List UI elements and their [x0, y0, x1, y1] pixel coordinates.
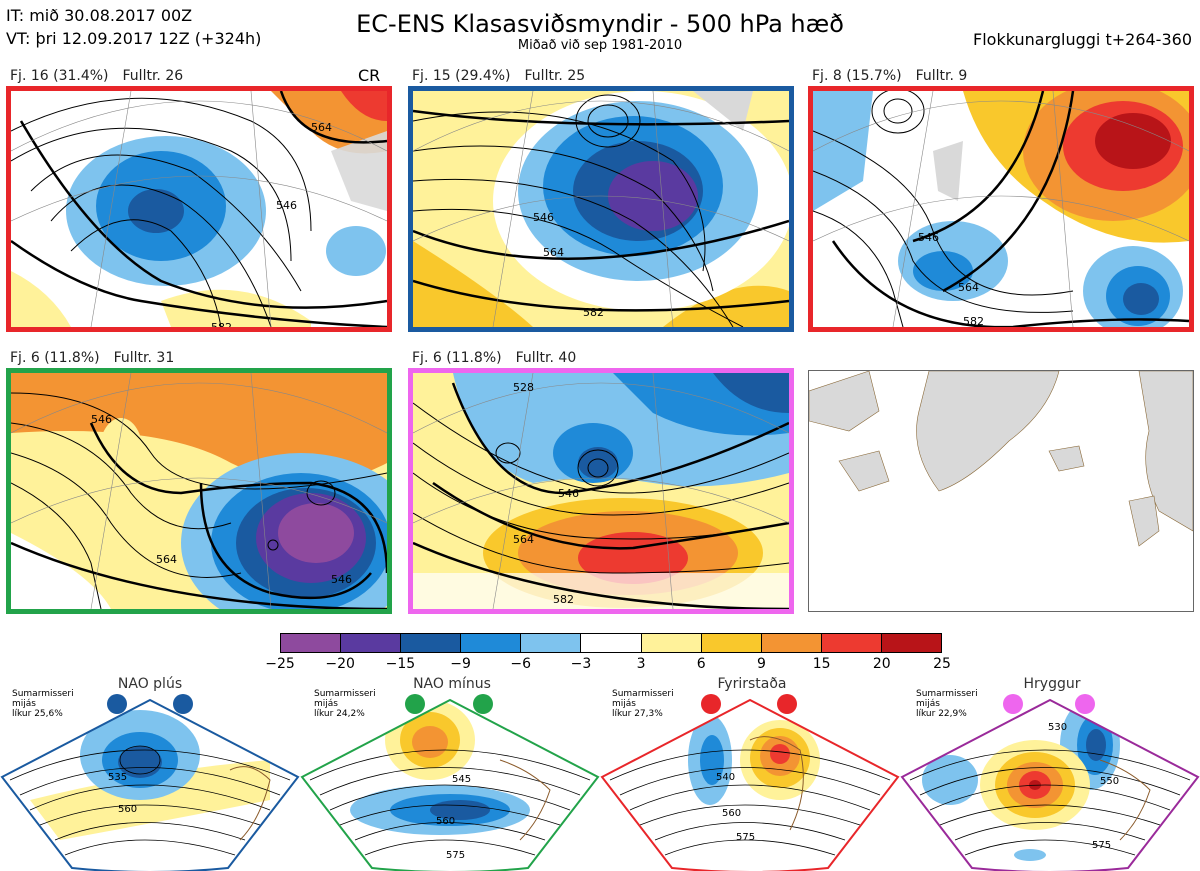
regime-4-dot-right — [1075, 694, 1095, 714]
cluster-map-4: 546 564 546 — [6, 368, 392, 614]
colorbar-swatch — [581, 634, 642, 652]
contour-label: 564 — [513, 533, 534, 546]
regime-1-map: 535 560 — [0, 698, 300, 871]
colorbar-swatch — [401, 634, 462, 652]
panel-1-tag: CR — [358, 66, 381, 85]
contour-label: 528 — [513, 381, 534, 394]
colorbar-tick-label: −9 — [450, 656, 471, 672]
panel-1-label: Fj. 16 (31.4%) Fulltr. 26 — [10, 68, 197, 84]
contour-label: 582 — [963, 315, 984, 327]
regime-2-map: 545 560 575 — [300, 698, 600, 871]
contour-label: 575 — [736, 832, 755, 843]
panel-5-member: Fulltr. 40 — [515, 350, 577, 366]
contour-label: 582 — [553, 593, 574, 606]
panel-3-member: Fulltr. 9 — [915, 68, 968, 84]
valid-time: VT: þri 12.09.2017 12Z (+324h) — [6, 29, 262, 48]
panel-3-label: Fj. 8 (15.7%) Fulltr. 9 — [812, 68, 981, 84]
contour-label: 535 — [108, 772, 127, 783]
colorbar-tick-label: 3 — [636, 656, 646, 672]
regime-1-dot-right — [173, 694, 193, 714]
page-subtitle: Miðað við sep 1981-2010 — [517, 38, 683, 53]
colorbar-swatch — [881, 634, 942, 652]
regime-2-dot-right — [473, 694, 493, 714]
contour-label: 546 — [558, 487, 579, 500]
contour-label: 564 — [311, 121, 332, 134]
cluster-map-1: 546 564 582 — [6, 86, 392, 332]
panel-4-member: Fulltr. 31 — [113, 350, 175, 366]
cluster-map-5: 546 564 582 528 — [408, 368, 794, 614]
contour-label: 575 — [1092, 840, 1111, 851]
regime-2-dot-left — [405, 694, 425, 714]
colorbar-swatch — [821, 634, 882, 652]
colorbar-tick-label: 9 — [756, 656, 766, 672]
panel-1-member: Fulltr. 26 — [122, 68, 184, 84]
regime-4-info: Sumarmisseri mijás líkur 22,9% — [916, 689, 978, 719]
contour-label: 545 — [452, 774, 471, 785]
regime-2-info: Sumarmisseri mijás líkur 24,2% — [314, 689, 376, 719]
colorbar-tick-label: −25 — [265, 656, 295, 672]
contour-label: 540 — [716, 772, 735, 783]
colorbar-swatch — [341, 634, 402, 652]
contour-label: 564 — [543, 246, 564, 259]
contour-label: 564 — [156, 553, 177, 566]
contour-label: 530 — [1048, 722, 1067, 733]
regime-4-dot-left — [1003, 694, 1023, 714]
colorbar-swatch — [701, 634, 762, 652]
colorbar-swatch — [281, 634, 342, 652]
colorbar-tick-label: −3 — [570, 656, 592, 672]
panel-5-label: Fj. 6 (11.8%) Fulltr. 40 — [412, 350, 590, 366]
regime-4-map: 530 550 575 — [900, 698, 1200, 871]
blank-reference-map — [808, 370, 1194, 612]
panel-2-cluster: Fj. 15 (29.4%) — [412, 68, 511, 84]
colorbar-swatch — [641, 634, 702, 652]
cluster-map-3: 546 564 582 — [808, 86, 1194, 332]
panel-4-cluster: Fj. 6 (11.8%) — [10, 350, 100, 366]
colorbar-tick-label: −20 — [325, 656, 355, 672]
contour-label: 546 — [533, 211, 554, 224]
regime-3-dot-left — [701, 694, 721, 714]
header-dates: IT: mið 30.08.2017 00Z VT: þri 12.09.201… — [6, 4, 261, 50]
cluster-map-2: 546 564 582 — [408, 86, 794, 332]
contour-label: 546 — [331, 573, 352, 586]
colorbar-tick-label: 20 — [872, 656, 891, 672]
regime-3-info: Sumarmisseri mijás líkur 27,3% — [612, 689, 674, 719]
contour-label: 575 — [446, 850, 465, 861]
colorbar-swatch — [461, 634, 522, 652]
regime-3-dot-right — [777, 694, 797, 714]
contour-label: 546 — [276, 199, 297, 212]
colorbar-swatch — [521, 634, 582, 652]
panel-1-cluster: Fj. 16 (31.4%) — [10, 68, 109, 84]
colorbar — [280, 633, 942, 653]
regime-3-title: Fyrirstaða — [717, 676, 787, 692]
colorbar-tick-label: −15 — [385, 656, 416, 672]
contour-label: 560 — [118, 804, 137, 815]
contour-label: 546 — [918, 231, 939, 244]
contour-label: 546 — [91, 413, 112, 426]
regime-1-info: Sumarmisseri mijás líkur 25,6% — [12, 689, 74, 719]
regime-3-map: 540 560 575 — [600, 698, 900, 871]
contour-label: 550 — [1100, 776, 1119, 787]
panel-5-cluster: Fj. 6 (11.8%) — [412, 350, 502, 366]
contour-label: 560 — [722, 808, 741, 819]
colorbar-swatch — [761, 634, 822, 652]
panel-2-member: Fulltr. 25 — [524, 68, 586, 84]
regime-2-title: NAO mínus — [413, 676, 491, 692]
classification-window: Flokkunargluggi t+264-360 — [973, 30, 1192, 49]
regime-1-dot-left — [107, 694, 127, 714]
colorbar-tick-label: −6 — [510, 656, 532, 672]
contour-label: 582 — [583, 306, 604, 319]
contour-label: 560 — [436, 816, 455, 827]
init-time: IT: mið 30.08.2017 00Z — [6, 6, 193, 25]
colorbar-tick-label: 6 — [696, 656, 706, 672]
contour-label: 564 — [958, 281, 979, 294]
regime-1-title: NAO plús — [117, 676, 183, 692]
panel-2-label: Fj. 15 (29.4%) Fulltr. 25 — [412, 68, 599, 84]
panel-4-label: Fj. 6 (11.8%) Fulltr. 31 — [10, 350, 188, 366]
colorbar-tick-label: 25 — [933, 656, 951, 672]
regime-4-title: Hryggur — [1023, 676, 1081, 692]
colorbar-tick-label: 15 — [812, 656, 831, 672]
page-title: EC-ENS Klasasviðsmyndir - 500 hPa hæð — [356, 10, 844, 38]
panel-3-cluster: Fj. 8 (15.7%) — [812, 68, 902, 84]
contour-label: 582 — [211, 321, 232, 327]
